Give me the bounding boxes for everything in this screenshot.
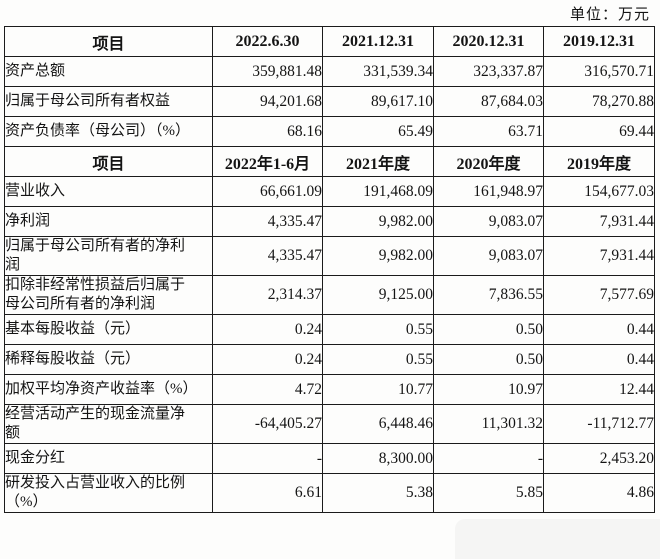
table-row: 研发投入占营业收入的比例 （%） 6.61 5.38 5.85 4.86: [4, 473, 655, 513]
item-column-header: 项目: [4, 26, 213, 57]
value-cell: 4.72: [212, 374, 323, 405]
value-cell: 191,468.09: [322, 176, 434, 207]
table-row: 净利润 4,335.47 9,982.00 9,083.07 7,931.44: [4, 206, 655, 237]
row-label: 研发投入占营业收入的比例 （%）: [4, 473, 213, 513]
watermark-smudge: [455, 519, 660, 559]
row-label: 资产负债率（母公司）（%）: [4, 116, 213, 147]
value-cell: 0.50: [433, 314, 544, 345]
row-label: 净利润: [4, 206, 213, 237]
period-column-header: 2022.6.30: [212, 26, 323, 57]
table-row: 经营活动产生的现金流量净 额 -64,405.27 6,448.46 11,301.3…: [4, 404, 655, 444]
header-row: 项目 2022年1-6月 2021年度 2020年度 2019年度: [4, 146, 655, 177]
value-cell: 12.44: [543, 374, 655, 405]
value-cell: 2,314.37: [212, 275, 323, 315]
row-label: 加权平均净资产收益率（%）: [4, 374, 213, 405]
value-cell: 0.44: [543, 314, 655, 345]
value-cell: 0.55: [322, 344, 434, 375]
value-cell: 7,836.55: [433, 275, 544, 315]
table-row: 扣除非经常性损益后归属于 母公司所有者的净利润 2,314.37 9,125.00 7…: [4, 275, 655, 315]
value-cell: 66,661.09: [212, 176, 323, 207]
table-row: 资产总额 359,881.48 331,539.34 323,337.87 316,57…: [4, 56, 655, 87]
value-cell: 7,577.69: [543, 275, 655, 315]
value-cell: 78,270.88: [543, 86, 655, 117]
period-column-header: 2021年度: [322, 146, 434, 177]
value-cell: 9,982.00: [322, 236, 434, 276]
value-cell: -64,405.27: [212, 404, 323, 444]
value-cell: 4,335.47: [212, 206, 323, 237]
value-cell: 10.77: [322, 374, 434, 405]
value-cell: 2,453.20: [543, 443, 655, 474]
value-cell: 0.24: [212, 314, 323, 345]
value-cell: 10.97: [433, 374, 544, 405]
value-cell: 63.71: [433, 116, 544, 147]
table-row: 稀释每股收益（元） 0.24 0.55 0.50 0.44: [4, 344, 655, 375]
period-column-header: 2019.12.31: [543, 26, 655, 57]
row-label: 扣除非经常性损益后归属于 母公司所有者的净利润: [4, 275, 213, 315]
value-cell: 69.44: [543, 116, 655, 147]
value-cell: 4,335.47: [212, 236, 323, 276]
period-column-header: 2020年度: [433, 146, 544, 177]
value-cell: 154,677.03: [543, 176, 655, 207]
row-label: 现金分红: [4, 443, 213, 474]
value-cell: 9,083.07: [433, 206, 544, 237]
value-cell: 9,125.00: [322, 275, 434, 315]
value-cell: 11,301.32: [433, 404, 544, 444]
value-cell: 87,684.03: [433, 86, 544, 117]
table-row: 现金分红 -8,300.00-2,453.20: [4, 443, 655, 474]
period-column-header: 2020.12.31: [433, 26, 544, 57]
value-cell: -: [433, 443, 544, 474]
value-cell: 0.55: [322, 314, 434, 345]
table-row: 基本每股收益（元） 0.24 0.55 0.50 0.44: [4, 314, 655, 345]
row-label: 稀释每股收益（元）: [4, 344, 213, 375]
header-row: 项目 2022.6.30 2021.12.31 2020.12.31 2019.12.3…: [4, 26, 655, 57]
value-cell: 8,300.00: [322, 443, 434, 474]
table-row: 归属于母公司所有者权益 94,201.68 89,617.10 87,684.03 78…: [4, 86, 655, 117]
unit-label: 单位：万元: [569, 7, 650, 23]
value-cell: 161,948.97: [433, 176, 544, 207]
row-label: 资产总额: [4, 56, 213, 87]
period-column-header: 2019年度: [543, 146, 655, 177]
value-cell: 323,337.87: [433, 56, 544, 87]
value-cell: 68.16: [212, 116, 323, 147]
value-cell: 316,570.71: [543, 56, 655, 87]
value-cell: 359,881.48: [212, 56, 323, 87]
row-label: 归属于母公司所有者的净利 润: [4, 236, 213, 276]
value-cell: -11,712.77: [543, 404, 655, 444]
period-column-header: 2022年1-6月: [212, 146, 323, 177]
value-cell: 6.61: [212, 473, 323, 513]
value-cell: 7,931.44: [543, 206, 655, 237]
value-cell: 0.50: [433, 344, 544, 375]
table-row: 加权平均净资产收益率（%） 4.72 10.77 10.97 12.44: [4, 374, 655, 405]
row-label: 归属于母公司所有者权益: [4, 86, 213, 117]
value-cell: 9,982.00: [322, 206, 434, 237]
row-label: 经营活动产生的现金流量净 额: [4, 404, 213, 444]
value-cell: 0.44: [543, 344, 655, 375]
value-cell: 5.85: [433, 473, 544, 513]
value-cell: 9,083.07: [433, 236, 544, 276]
value-cell: 65.49: [322, 116, 434, 147]
row-label: 基本每股收益（元）: [4, 314, 213, 345]
value-cell: 0.24: [212, 344, 323, 375]
item-column-header: 项目: [4, 146, 213, 177]
value-cell: 6,448.46: [322, 404, 434, 444]
value-cell: 331,539.34: [322, 56, 434, 87]
value-cell: -: [212, 443, 323, 474]
table-row: 归属于母公司所有者的净利 润 4,335.47 9,982.00 9,083.07 7,…: [4, 236, 655, 276]
value-cell: 89,617.10: [322, 86, 434, 117]
financial-summary-table: 项目 2022.6.30 2021.12.31 2020.12.31 2019.12.3…: [4, 26, 655, 513]
value-cell: 4.86: [543, 473, 655, 513]
value-cell: 94,201.68: [212, 86, 323, 117]
table-row: 营业收入 66,661.09 191,468.09 161,948.97 154,677…: [4, 176, 655, 207]
period-column-header: 2021.12.31: [322, 26, 434, 57]
table-row: 资产负债率（母公司）（%） 68.16 65.49 63.71 69.44: [4, 116, 655, 147]
value-cell: 5.38: [322, 473, 434, 513]
row-label: 营业收入: [4, 176, 213, 207]
value-cell: 7,931.44: [543, 236, 655, 276]
